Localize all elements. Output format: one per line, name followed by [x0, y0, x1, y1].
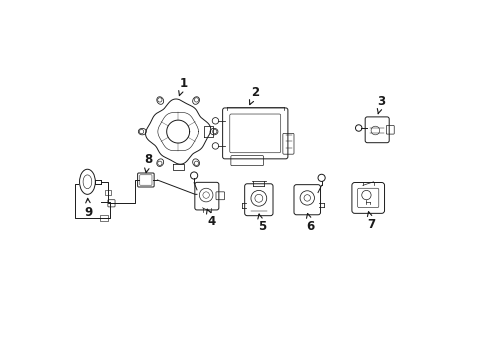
Text: 4: 4 — [206, 209, 215, 229]
Text: 5: 5 — [257, 214, 265, 233]
Text: 1: 1 — [178, 77, 187, 96]
Text: 6: 6 — [306, 213, 314, 233]
Text: 2: 2 — [249, 86, 259, 105]
Text: 9: 9 — [84, 198, 92, 219]
Text: 3: 3 — [377, 95, 385, 114]
Text: 7: 7 — [366, 212, 375, 231]
Text: 8: 8 — [144, 153, 152, 173]
